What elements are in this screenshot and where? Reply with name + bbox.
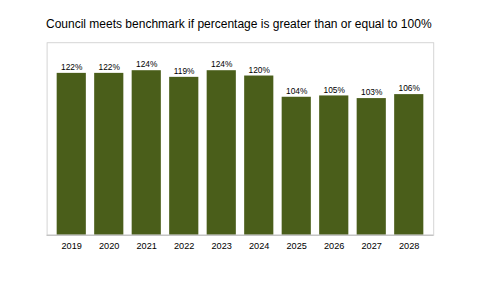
svg-text:119%: 119% [174, 66, 195, 76]
svg-text:2020: 2020 [99, 241, 119, 251]
svg-text:120%: 120% [249, 65, 271, 75]
svg-text:2021: 2021 [136, 241, 156, 251]
svg-text:105%: 105% [324, 85, 346, 95]
html-text:Council meets benchmark if per: Council meets benchmark if percentage is… [46, 17, 432, 31]
svg-text:103%: 103% [361, 87, 383, 97]
svg-text:2022: 2022 [174, 241, 194, 251]
svg-text:2028: 2028 [399, 241, 419, 251]
svg-text:2026: 2026 [324, 241, 344, 251]
svg-text:2024: 2024 [249, 241, 269, 251]
svg-text:104%: 104% [286, 86, 308, 96]
svg-text:122%: 122% [99, 62, 121, 72]
svg-text:2019: 2019 [61, 241, 81, 251]
svg-text:106%: 106% [399, 83, 421, 93]
svg-text:2023: 2023 [211, 241, 231, 251]
svg-text:2025: 2025 [286, 241, 306, 251]
svg-text:2027: 2027 [361, 241, 381, 251]
svg-text:124%: 124% [211, 59, 233, 69]
svg-text:122%: 122% [61, 62, 83, 72]
svg-text:124%: 124% [136, 59, 158, 69]
